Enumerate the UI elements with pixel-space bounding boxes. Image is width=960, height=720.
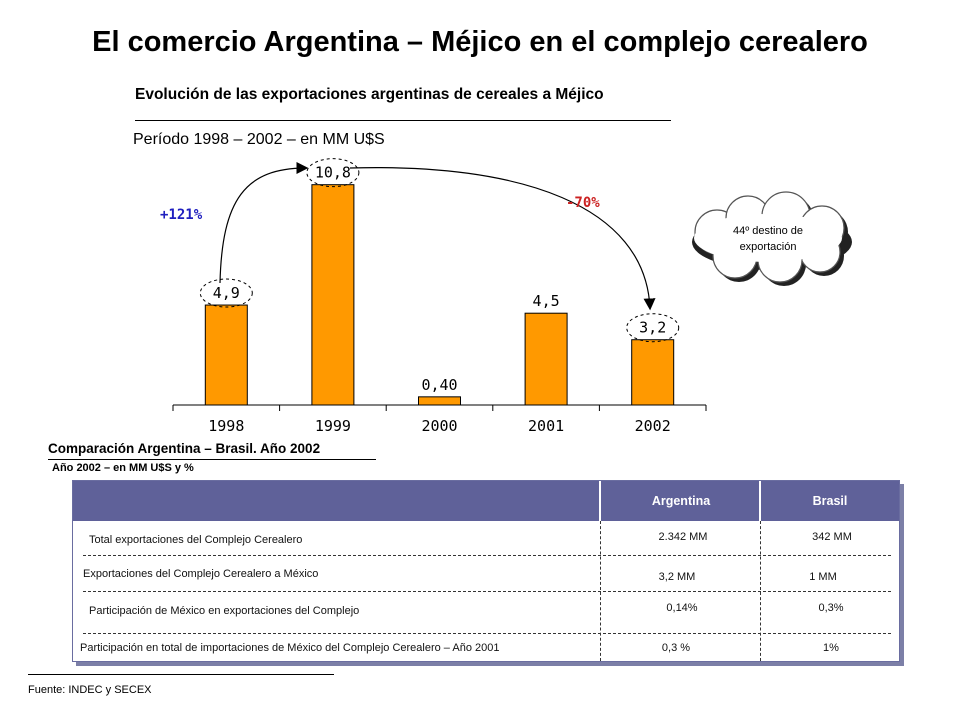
row-value-argentina: 3,2 MM: [658, 571, 696, 583]
x-tick-label: 1999: [315, 417, 351, 435]
row-separator: [83, 591, 891, 592]
highlight-ellipse: [306, 158, 360, 188]
row-label: Participación de México en exportaciones…: [89, 605, 360, 617]
value-label: 10,8: [315, 164, 351, 182]
row-value-argentina: 2.342 MM: [658, 531, 708, 543]
x-tick-label: 2000: [421, 417, 457, 435]
value-label: 3,2: [639, 319, 666, 337]
table-header: Argentina Brasil: [73, 481, 899, 521]
header-brasil: Brasil: [812, 494, 848, 508]
cloud-callout: 44º destino de exportación: [692, 191, 852, 286]
bar-2000: [418, 396, 461, 406]
source-separator: [28, 674, 334, 675]
increase-arrow: [219, 162, 309, 284]
highlight-ellipse: [199, 278, 253, 308]
bar-chart: 4,9 10,8 0,40 4,5 3,2 1998 1999 2000 2001 2002 +…: [160, 158, 852, 435]
highlight-ellipse: [626, 313, 680, 343]
increase-annotation: +121%: [160, 207, 203, 223]
row-value-argentina: 0,14%: [666, 602, 698, 614]
bar-2002: [631, 339, 675, 406]
comparison-title-underline: [48, 459, 376, 460]
x-axis-layer: 1998 1999 2000 2001 2002: [172, 404, 707, 435]
header-argentina: Argentina: [651, 494, 711, 508]
bar-1999: [311, 184, 355, 406]
row-separator: [83, 633, 891, 634]
callout-line-1: 44º destino de: [733, 225, 803, 237]
x-tick-label: 1998: [208, 417, 244, 435]
chart-title-underline: [135, 120, 671, 121]
decrease-annotation: -70%: [566, 195, 600, 211]
row-label: Exportaciones del Complejo Cerealero a M…: [83, 568, 319, 580]
value-label: 4,5: [533, 292, 560, 310]
row-value-brasil: 0,3%: [818, 602, 844, 614]
row-value-argentina: 0,3 %: [661, 642, 691, 654]
row-value-brasil: 1 MM: [809, 571, 837, 583]
bar-2001: [524, 312, 568, 406]
bar-1998: [204, 304, 248, 406]
x-tick-label: 2001: [528, 417, 564, 435]
chart-subtitle: Período 1998 – 2002 – en MM U$S: [133, 131, 385, 148]
value-label: 0,40: [421, 376, 457, 394]
row-label: Participación en total de importaciones …: [80, 642, 500, 654]
row-label: Total exportaciones del Complejo Cereale…: [89, 534, 303, 546]
bars-layer: [204, 184, 675, 406]
chart-title: Evolución de las exportaciones argentina…: [135, 86, 604, 103]
page-title: El comercio Argentina – Méjico en el com…: [92, 26, 868, 58]
decrease-arrow: [349, 167, 656, 311]
comparison-table: Argentina Brasil Total exportaciones del…: [72, 480, 900, 662]
comparison-subtitle: Año 2002 – en MM U$S y %: [52, 462, 194, 474]
row-separator: [83, 555, 891, 556]
x-tick-label: 2002: [635, 417, 671, 435]
row-value-brasil: 1%: [823, 642, 839, 654]
row-value-brasil: 342 MM: [812, 531, 852, 543]
source-note: Fuente: INDEC y SECEX: [28, 684, 152, 696]
comparison-title: Comparación Argentina – Brasil. Año 2002: [48, 441, 321, 456]
callout-line-2: exportación: [740, 241, 797, 253]
value-label: 4,9: [213, 284, 240, 302]
value-labels-layer: 4,9 10,8 0,40 4,5 3,2: [199, 158, 680, 394]
